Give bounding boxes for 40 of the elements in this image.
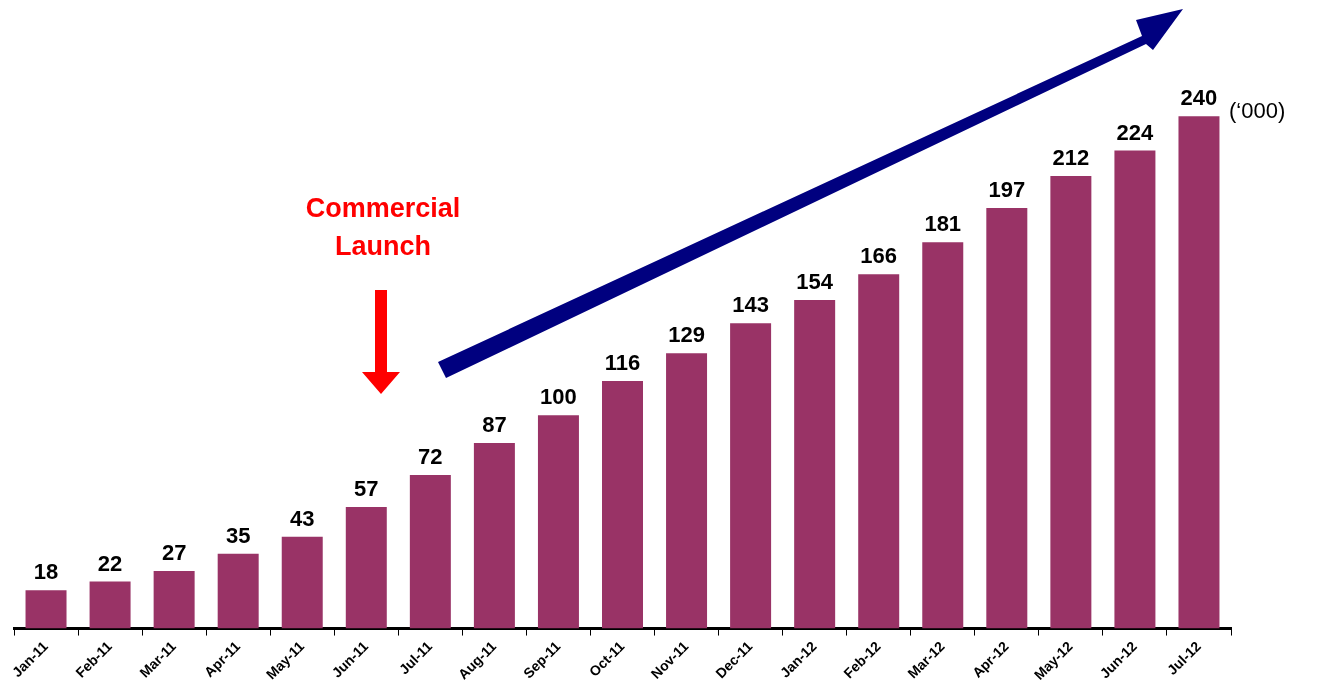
bar — [1178, 116, 1220, 629]
data-label: 57 — [354, 475, 379, 501]
data-label: 143 — [732, 292, 769, 318]
bar — [473, 442, 515, 629]
data-label: 22 — [97, 550, 123, 576]
annotation: (‘000) — [1228, 98, 1286, 124]
data-label: 87 — [482, 411, 507, 437]
bar — [281, 536, 323, 629]
data-label: 35 — [225, 522, 251, 548]
bar — [25, 590, 67, 629]
bar — [730, 323, 772, 629]
data-label: 43 — [289, 505, 315, 531]
bar — [602, 380, 643, 629]
bar — [345, 506, 387, 629]
data-label: 129 — [668, 322, 705, 348]
data-label: 240 — [1180, 85, 1218, 111]
data-label: 197 — [988, 177, 1026, 203]
bar — [922, 242, 964, 629]
bar — [858, 274, 900, 629]
bar — [537, 415, 579, 629]
bar — [153, 570, 195, 629]
bar — [986, 208, 1028, 629]
bar — [1050, 176, 1092, 629]
data-label: 27 — [161, 539, 187, 565]
data-label: 154 — [796, 268, 834, 294]
data-label: 212 — [1052, 145, 1090, 171]
data-label: 72 — [418, 443, 443, 469]
data-label: 166 — [860, 243, 898, 269]
bar — [89, 581, 131, 629]
bar — [409, 474, 451, 629]
annotation: Commercial Launch — [305, 193, 461, 262]
data-label: 181 — [924, 211, 962, 237]
data-label: 116 — [604, 350, 641, 376]
data-label: 18 — [33, 559, 59, 585]
bar — [1114, 150, 1156, 629]
bar — [666, 353, 708, 629]
bar — [217, 553, 259, 629]
data-label: 100 — [540, 384, 577, 410]
data-label: 224 — [1116, 119, 1155, 145]
bar — [794, 299, 836, 629]
